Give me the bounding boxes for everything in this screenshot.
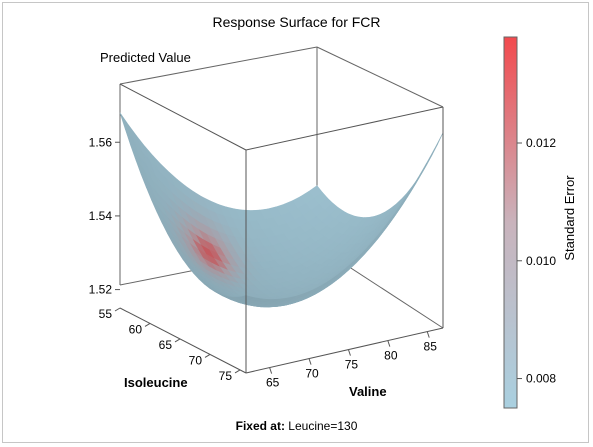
y-tick — [426, 331, 430, 338]
y-tick — [387, 340, 391, 347]
y-tick-label: 80 — [384, 349, 398, 363]
y-tick — [347, 349, 351, 356]
y-tick-label: 85 — [424, 340, 438, 354]
surface-patch — [119, 112, 134, 141]
box-front-edges — [119, 83, 444, 374]
x-tick — [234, 369, 241, 374]
x-tick-label: 70 — [189, 353, 203, 367]
y-tick — [308, 358, 312, 365]
response-surface — [119, 112, 444, 308]
z-axis: 1.52 1.54 1.56 — [89, 135, 120, 297]
footnote: Fixed at: Leucine=130 — [0, 419, 593, 433]
footnote-value: Leucine=130 — [288, 419, 358, 433]
x-axis: 55 60 65 70 75 — [99, 307, 241, 383]
colorbar-tick-label: 0.008 — [526, 372, 556, 386]
x-tick — [204, 353, 211, 358]
x-tick — [174, 338, 181, 343]
x-tick — [144, 323, 151, 327]
colorbar-tick-label: 0.012 — [526, 136, 556, 150]
y-tick — [269, 367, 273, 374]
colorbar-title: Standard Error — [562, 175, 577, 261]
y-tick-label: 65 — [266, 376, 280, 390]
z-tick-label: 1.54 — [89, 209, 113, 223]
y-axis: 65 70 75 80 85 — [266, 331, 438, 390]
y-axis-label: Valine — [349, 384, 387, 399]
z-tick-label: 1.56 — [89, 135, 113, 149]
y-tick-label: 75 — [345, 358, 359, 372]
z-tick-label: 1.52 — [89, 283, 113, 297]
colorbar-ticks: 0.008 0.010 0.012 — [517, 136, 556, 386]
x-tick-label: 60 — [129, 322, 143, 336]
x-tick-label: 75 — [219, 369, 233, 383]
colorbar-tick-label: 0.010 — [526, 254, 556, 268]
x-axis-label: Isoleucine — [124, 375, 188, 390]
colorbar — [503, 36, 518, 409]
footnote-label: Fixed at: — [235, 419, 285, 433]
y-tick-label: 70 — [305, 367, 319, 381]
chart-title: Response Surface for FCR — [212, 14, 381, 30]
x-tick — [114, 307, 121, 312]
x-tick-label: 65 — [159, 338, 173, 352]
z-axis-label: Predicted Value — [100, 50, 191, 65]
x-tick-label: 55 — [99, 307, 113, 321]
